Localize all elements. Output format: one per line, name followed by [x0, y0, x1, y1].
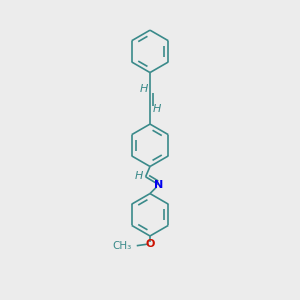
Text: H: H [135, 171, 143, 181]
Text: N: N [154, 180, 164, 190]
Text: H: H [152, 104, 161, 114]
Text: H: H [139, 84, 148, 94]
Text: CH₃: CH₃ [112, 241, 132, 251]
Text: O: O [145, 239, 155, 249]
